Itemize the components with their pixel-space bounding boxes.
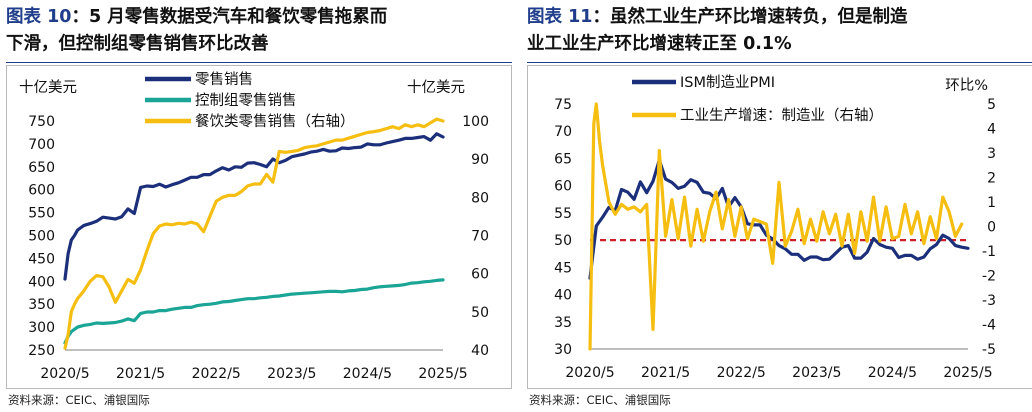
left-legend-label-3: 餐饮类零售销售（右轴） <box>195 113 355 130</box>
right-right-unit-label: 环比% <box>945 77 988 94</box>
left-chart: 250 300 350 400 450 500 550 600 650 700 750 40 50 60 7… <box>19 71 489 382</box>
right-y-left-tick-50: 50 <box>554 233 572 249</box>
right-title-text-1: ：虽然工业生产环比增速转负，但是制造 <box>592 7 908 27</box>
right-figure-number: 图表 11 <box>527 7 593 27</box>
right-y-left-tick-65: 65 <box>554 151 572 167</box>
left-chart-frame: 250 300 350 400 450 500 550 600 650 700 750 40 50 60 7… <box>6 65 512 389</box>
right-y-left-tick-70: 70 <box>554 124 572 140</box>
right-title-divider <box>527 62 1032 63</box>
left-series-line-1 <box>63 132 445 281</box>
right-y-left-tick-55: 55 <box>554 206 572 222</box>
right-y-left-tick-75: 75 <box>554 97 572 113</box>
right-y-left-tick-60: 60 <box>554 179 572 195</box>
left-title-divider <box>6 62 512 63</box>
right-title-line-1: 图表 11：虽然工业生产环比增速转负，但是制造 <box>527 4 1032 31</box>
right-x-tick-2022-5: 2022/5 <box>717 365 766 381</box>
right-y-right-tick--2: -2 <box>982 269 996 285</box>
left-left-unit-label: 十亿美元 <box>19 79 77 96</box>
left-y-left-tick-600: 600 <box>28 183 55 199</box>
left-figure-panel: 图表 10：5 月零售数据受汽车和餐饮零售拖累而 下滑，但控制组零售销售环比改善… <box>6 0 512 412</box>
left-y-left-tick-500: 500 <box>28 229 55 245</box>
right-legend-label-2: 工业生产增速：制造业（右轴） <box>680 107 883 124</box>
right-y-right-tick-1: 1 <box>987 195 996 211</box>
right-y-left-tick-35: 35 <box>554 315 572 331</box>
left-title-line-1: 图表 10：5 月零售数据受汽车和餐饮零售拖累而 <box>6 4 512 31</box>
right-x-tick-2021-5: 2021/5 <box>641 365 690 381</box>
right-y-right-tick--1: -1 <box>982 244 996 260</box>
right-x-tick-2023-5: 2023/5 <box>792 365 841 381</box>
left-y-right-tick-40: 40 <box>471 343 489 359</box>
right-y-right-tick-5: 5 <box>987 97 996 113</box>
left-y-right-tick-80: 80 <box>471 190 489 206</box>
left-y-right-tick-100: 100 <box>462 114 489 130</box>
right-legend-label-1: ISM制造业PMI <box>680 74 775 91</box>
left-series-line-2 <box>63 278 445 345</box>
right-title-line-2: 业工业生产环比增速转正至 0.1% <box>527 34 792 54</box>
left-y-left-tick-700: 700 <box>28 137 55 153</box>
right-figure-title: 图表 11：虽然工业生产环比增速转负，但是制造 业工业生产环比增速转正至 0.1… <box>527 4 1032 58</box>
left-legend-label-1: 零售销售 <box>195 71 253 88</box>
left-y-right-tick-50: 50 <box>471 305 489 321</box>
right-x-tick-2024-5: 2024/5 <box>868 365 917 381</box>
right-y-right-tick-4: 4 <box>987 122 996 138</box>
left-right-unit-label: 十亿美元 <box>407 79 465 96</box>
right-figure-panel: 图表 11：虽然工业生产环比增速转负，但是制造 业工业生产环比增速转正至 0.1… <box>527 0 1032 412</box>
left-y-right-tick-70: 70 <box>471 229 489 245</box>
left-series-line-3 <box>63 117 445 350</box>
right-chart-frame: 30 35 40 45 50 55 60 65 70 75 -5 -4 -3 -2 -1 0 1 2 3 4 5 2020… <box>527 65 1032 389</box>
right-y-right-tick--3: -3 <box>982 293 996 309</box>
right-y-left-tick-40: 40 <box>554 288 572 304</box>
left-y-right-tick-60: 60 <box>471 267 489 283</box>
right-y-right-tick-2: 2 <box>987 171 996 187</box>
left-x-tick-2022-5: 2022/5 <box>192 366 241 382</box>
left-figure-title: 图表 10：5 月零售数据受汽车和餐饮零售拖累而 下滑，但控制组零售销售环比改善 <box>6 4 512 58</box>
right-y-right-tick-3: 3 <box>987 146 996 162</box>
right-y-right-tick--5: -5 <box>982 342 996 358</box>
left-y-left-tick-250: 250 <box>28 343 55 359</box>
left-y-left-tick-400: 400 <box>28 274 55 290</box>
right-y-right-tick--4: -4 <box>982 318 996 334</box>
left-title-text-1: ：5 月零售数据受汽车和餐饮零售拖累而 <box>71 7 388 27</box>
left-x-tick-2025-5: 2025/5 <box>418 366 467 382</box>
left-source-note: 资料来源：CEIC、浦银国际 <box>8 393 150 407</box>
left-y-left-tick-350: 350 <box>28 297 55 313</box>
left-legend-label-2: 控制组零售销售 <box>195 92 297 109</box>
left-y-left-tick-550: 550 <box>28 206 55 222</box>
left-x-tick-2024-5: 2024/5 <box>343 366 392 382</box>
right-chart: 30354045505560657075-5-4-3-2-10123452020… <box>554 74 996 381</box>
left-figure-number: 图表 10 <box>6 7 72 27</box>
right-x-tick-2020-5: 2020/5 <box>565 365 614 381</box>
left-y-right-tick-90: 90 <box>471 152 489 168</box>
left-y-left-tick-450: 450 <box>28 251 55 267</box>
left-x-tick-2021-5: 2021/5 <box>116 366 165 382</box>
right-series-line-1 <box>588 158 970 280</box>
left-title-line-2: 下滑，但控制组零售销售环比改善 <box>6 34 269 54</box>
left-y-left-tick-300: 300 <box>28 320 55 336</box>
right-y-left-tick-45: 45 <box>554 260 572 276</box>
left-y-left-tick-750: 750 <box>28 114 55 130</box>
left-y-left-tick-650: 650 <box>28 160 55 176</box>
left-x-tick-2023-5: 2023/5 <box>267 366 316 382</box>
right-y-left-tick-30: 30 <box>554 342 572 358</box>
left-x-tick-2020-5: 2020/5 <box>40 366 89 382</box>
right-y-right-tick-0: 0 <box>987 220 996 236</box>
right-source-note: 资料来源：CEIC、浦银国际 <box>529 393 671 407</box>
right-x-tick-2025-5: 2025/5 <box>943 365 992 381</box>
right-series-line-2 <box>588 102 964 351</box>
